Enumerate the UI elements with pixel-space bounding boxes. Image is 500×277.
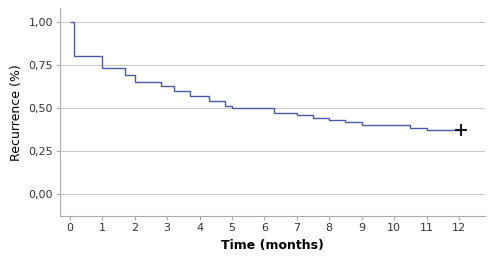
Y-axis label: Recurrence (%): Recurrence (%)	[10, 64, 23, 161]
X-axis label: Time (months): Time (months)	[221, 238, 324, 252]
